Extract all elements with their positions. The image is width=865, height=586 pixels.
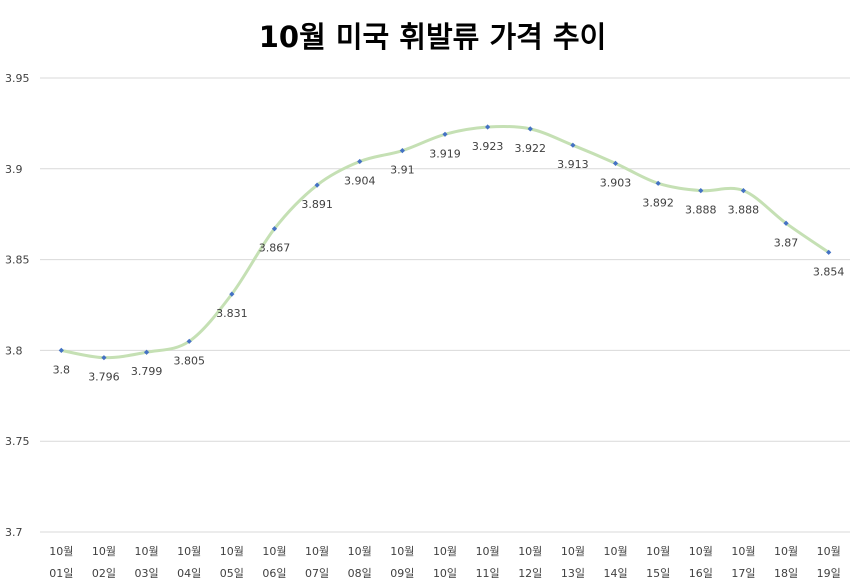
x-axis-ticks: 10월 01일 10월 02일 10월 03일 10월 04일 10월 05일 10월 06일 10월 0…	[49, 545, 840, 580]
data-point	[186, 338, 192, 344]
data-label: 3.919	[429, 147, 461, 160]
x-tick-label-month: 10월	[135, 545, 159, 558]
chart-title: 10월 미국 휘발류 가격 추이	[258, 20, 607, 54]
data-label: 3.796	[88, 371, 120, 384]
x-tick-label-day: 13일	[561, 566, 585, 580]
data-point	[314, 182, 320, 188]
x-tick-label-month: 10월	[433, 545, 457, 558]
data-point	[698, 187, 704, 194]
y-tick-label: 3.75	[5, 435, 30, 448]
data-label: 3.903	[600, 176, 632, 189]
data-point	[612, 160, 619, 166]
data-point	[357, 158, 363, 165]
x-tick-label-month: 10월	[220, 545, 244, 558]
series-line-path	[59, 124, 831, 360]
x-tick-label-month: 10월	[305, 545, 329, 558]
data-label: 3.8	[53, 363, 71, 376]
data-labels: 3.8 3.796 3.799 3.805 3.831 3.867 3.891 3.904 3.…	[53, 140, 845, 384]
x-tick-label-day: 19일	[817, 566, 841, 580]
data-label: 3.923	[472, 140, 504, 153]
x-tick-label-month: 10월	[817, 545, 841, 558]
x-tick-label-day: 14일	[603, 566, 627, 580]
data-point	[58, 347, 64, 353]
x-tick-label-day: 05일	[220, 566, 244, 580]
data-point	[229, 291, 235, 297]
y-tick-label: 3.85	[5, 254, 30, 267]
y-tick-label: 3.9	[5, 163, 23, 176]
x-tick-label-month: 10월	[49, 545, 73, 558]
data-point	[101, 355, 107, 361]
x-tick-label-month: 10월	[390, 545, 414, 558]
x-tick-label-month: 10월	[476, 545, 500, 558]
x-tick-label-month: 10월	[646, 545, 670, 558]
data-label: 3.904	[344, 175, 376, 188]
data-label: 3.888	[685, 204, 717, 217]
data-label: 3.87	[774, 236, 799, 249]
data-point	[570, 142, 576, 148]
x-tick-label-day: 06일	[262, 566, 286, 580]
data-point	[783, 220, 789, 226]
x-tick-label-day: 04일	[177, 566, 201, 580]
x-tick-label-day: 02일	[92, 566, 116, 580]
gridlines	[40, 77, 850, 533]
data-label: 3.91	[390, 164, 415, 177]
x-tick-label-month: 10월	[262, 545, 286, 558]
data-point	[143, 349, 150, 355]
x-tick-label-month: 10월	[603, 545, 627, 558]
x-tick-label-day: 18일	[774, 566, 798, 580]
x-tick-label-day: 09일	[390, 566, 414, 580]
data-label: 3.888	[728, 204, 760, 217]
data-label: 3.922	[515, 142, 547, 155]
x-tick-label-day: 12일	[518, 566, 542, 580]
data-label: 3.854	[813, 265, 845, 278]
x-tick-label-day: 16일	[689, 566, 713, 580]
x-tick-label-day: 10일	[433, 566, 457, 580]
data-point	[740, 187, 747, 194]
data-point	[655, 180, 661, 186]
x-tick-label-month: 10월	[92, 545, 116, 558]
data-label: 3.805	[173, 354, 205, 367]
x-tick-label-day: 17일	[731, 566, 755, 580]
x-tick-label-day: 07일	[305, 566, 329, 580]
data-label: 3.799	[131, 365, 163, 378]
data-label: 3.831	[216, 307, 248, 320]
x-tick-label-day: 03일	[135, 566, 159, 580]
x-tick-label-month: 10월	[348, 545, 372, 558]
data-point	[271, 226, 278, 232]
y-axis-ticks: 3.95 3.9 3.85 3.8 3.75 3.7	[5, 72, 30, 539]
data-point	[485, 124, 491, 130]
x-tick-label-month: 10월	[518, 545, 542, 558]
x-tick-label-day: 15일	[646, 566, 670, 580]
data-point	[442, 131, 448, 137]
y-tick-label: 3.95	[5, 72, 30, 85]
x-tick-label-day: 11일	[476, 566, 500, 580]
data-point	[826, 249, 832, 255]
data-point	[399, 148, 405, 154]
data-label: 3.913	[557, 158, 589, 171]
x-tick-label-day: 01일	[49, 566, 73, 580]
data-label: 3.891	[301, 198, 333, 211]
x-tick-label-month: 10월	[774, 545, 798, 558]
series-markers	[58, 124, 832, 361]
x-tick-label-month: 10월	[689, 545, 713, 558]
x-tick-label-month: 10월	[731, 545, 755, 558]
data-label: 3.867	[259, 242, 291, 255]
x-tick-label-month: 10월	[561, 545, 585, 558]
data-label: 3.892	[642, 196, 674, 209]
y-tick-label: 3.8	[5, 344, 23, 357]
data-point	[527, 126, 533, 132]
x-tick-label-day: 08일	[348, 566, 372, 580]
y-tick-label: 3.7	[5, 526, 23, 539]
series-line	[59, 124, 831, 360]
x-tick-label-month: 10월	[177, 545, 201, 558]
